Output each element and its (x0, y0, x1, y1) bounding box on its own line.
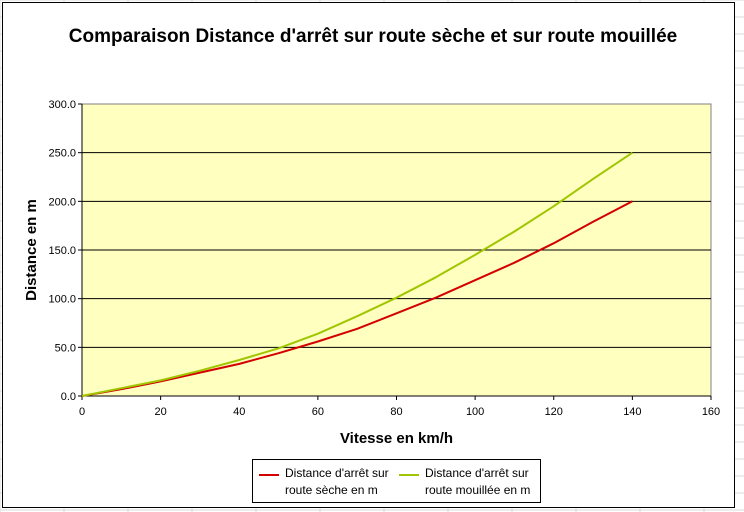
x-tick-label: 0 (79, 406, 85, 418)
legend-label-wet: Distance d'arrêt sur route mouillée en m (425, 466, 531, 497)
x-tick-label: 100 (466, 406, 484, 418)
y-tick-label: 150.0 (48, 245, 76, 257)
x-tick-label: 80 (390, 406, 402, 418)
legend-swatch-wet (399, 474, 419, 476)
x-tick-label: 40 (233, 406, 245, 418)
x-tick-label: 140 (623, 406, 641, 418)
y-tick-label: 0.0 (61, 391, 76, 403)
x-tick-label: 20 (155, 406, 167, 418)
legend-swatch-dry (259, 474, 279, 476)
x-tick-label: 60 (312, 406, 324, 418)
y-tick-label: 250.0 (48, 148, 76, 160)
y-tick-label: 100.0 (48, 294, 76, 306)
series-line-0 (81, 200, 633, 397)
legend[interactable]: Distance d'arrêt sur route sèche en m Di… (252, 459, 541, 503)
series-line-1 (81, 151, 633, 397)
x-tick-label: 120 (545, 406, 563, 418)
legend-label-dry: Distance d'arrêt sur route sèche en m (285, 466, 389, 497)
x-axis-label: Vitesse en km/h (340, 430, 453, 447)
x-tick-label: 160 (702, 406, 720, 418)
chart-title: Comparaison Distance d'arrêt sur route s… (68, 26, 678, 47)
y-axis-label: Distance en m (23, 199, 40, 301)
y-tick-label: 300.0 (48, 99, 76, 111)
y-tick-label: 50.0 (55, 342, 76, 354)
y-tick-label: 200.0 (48, 196, 76, 208)
